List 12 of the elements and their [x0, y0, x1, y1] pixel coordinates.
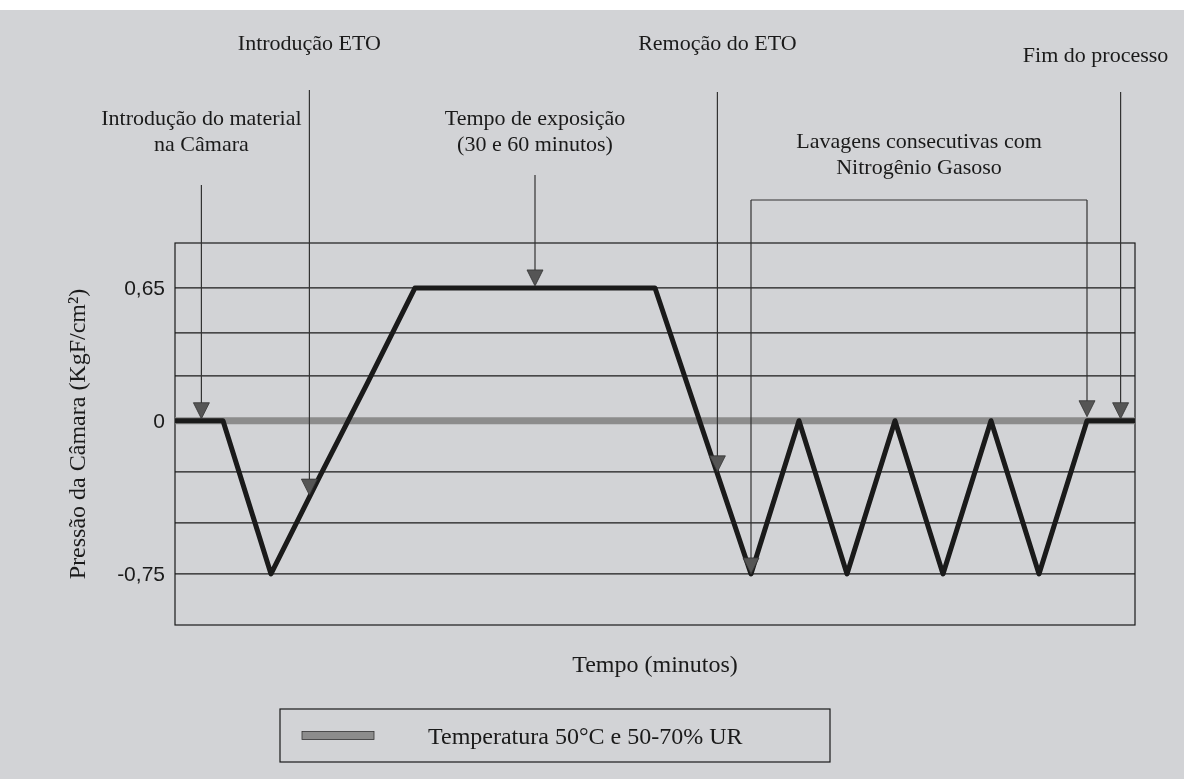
x-axis-title: Tempo (minutos)	[572, 651, 738, 677]
y-tick-label: 0,65	[124, 276, 165, 300]
y-tick-label: 0	[153, 409, 165, 433]
text: Tempo de exposição (30 e 60 minutos)	[444, 105, 626, 157]
legend-label: Temperatura 50°C e 50-70% UR	[428, 722, 743, 749]
text: Introdução do material na Câmara	[101, 105, 302, 157]
text: Introdução ETO	[237, 30, 381, 55]
text: Fim do processo	[1022, 42, 1169, 67]
y-tick-label: -0,75	[117, 562, 165, 586]
text: Lavagens consecutivas com Nitrogênio Gasoso	[796, 128, 1042, 180]
y-axis-title: Pressão da Câmara (KgF/cm²)	[64, 288, 90, 580]
text: Remoção do ETO	[638, 30, 797, 55]
